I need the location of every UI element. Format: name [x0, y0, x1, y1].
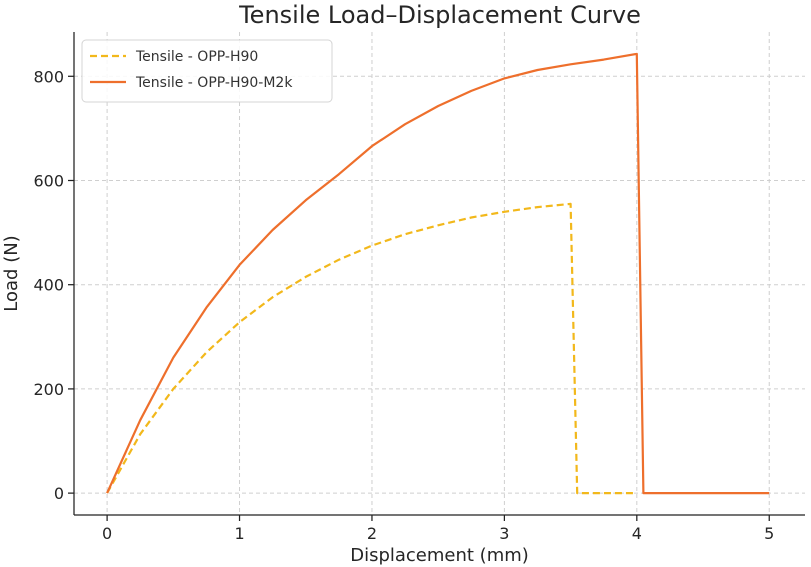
y-axis-label: Load (N): [1, 235, 22, 311]
chart-title: Tensile Load–Displacement Curve: [238, 1, 641, 29]
ticks: 0 1 2 3 4 5 0 200 400 600 800: [33, 67, 774, 543]
legend: Tensile - OPP-H90 Tensile - OPP-H90-M2k: [81, 39, 333, 103]
x-axis-label: Displacement (mm): [350, 545, 529, 566]
x-tick-label: 4: [632, 524, 642, 543]
y-tick-label: 400: [33, 276, 64, 295]
series-group: [106, 52, 770, 495]
x-tick-label: 3: [499, 524, 509, 543]
y-tick-label: 600: [33, 171, 64, 190]
y-tick-label: 800: [33, 67, 64, 86]
y-tick-label: 200: [33, 380, 64, 399]
x-tick-label: 5: [764, 524, 774, 543]
legend-box: [81, 39, 333, 103]
x-tick-label: 2: [367, 524, 377, 543]
y-tick-label: 0: [54, 484, 64, 503]
x-tick-label: 1: [234, 524, 244, 543]
x-tick-label: 0: [102, 524, 112, 543]
legend-label: Tensile - OPP-H90: [135, 49, 258, 65]
axes: [73, 32, 805, 516]
series-line-2: [106, 52, 770, 495]
series-line-1: [106, 202, 637, 495]
legend-label: Tensile - OPP-H90-M2k: [135, 75, 293, 91]
